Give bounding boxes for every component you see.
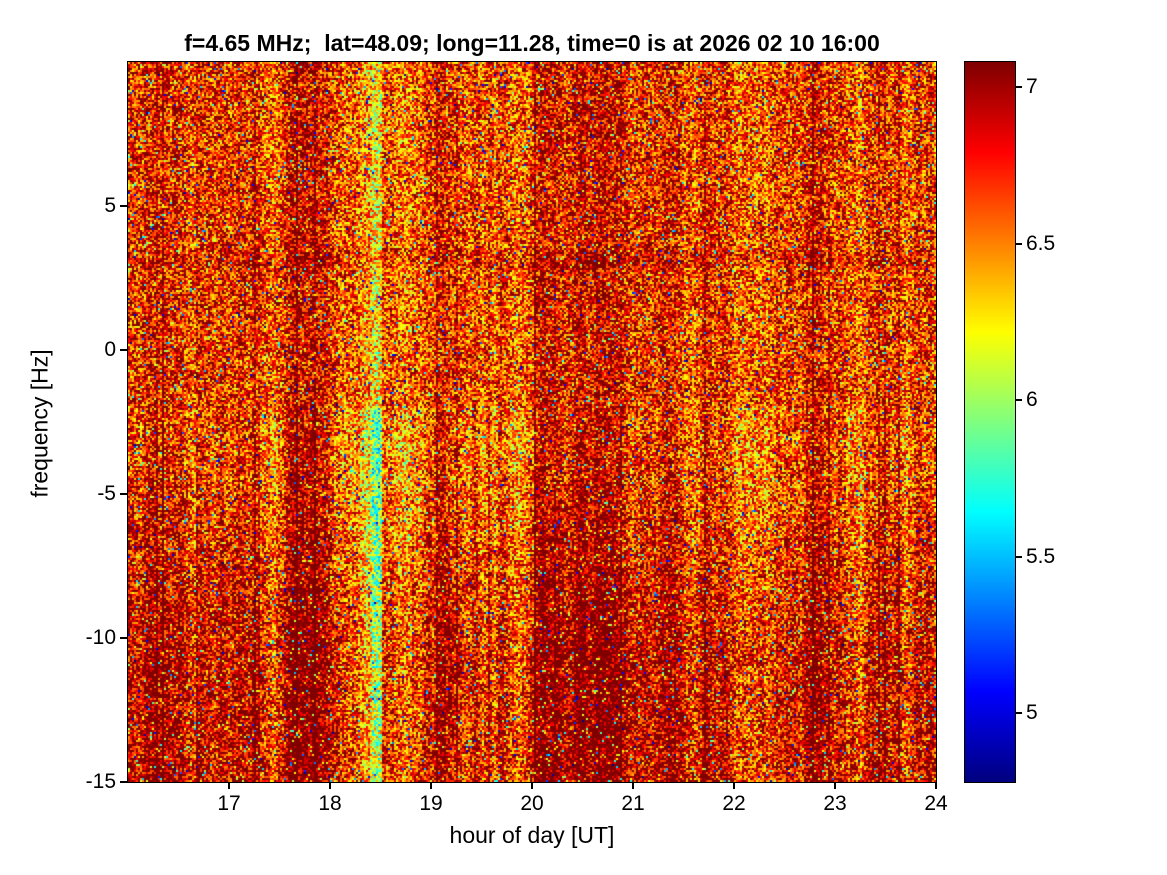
- colorbar: [964, 61, 1016, 783]
- y-tick-mark: [120, 349, 127, 351]
- x-tick-mark: [834, 782, 836, 789]
- x-tick-mark: [228, 782, 230, 789]
- x-tick-mark: [329, 782, 331, 789]
- x-tick-label: 18: [318, 792, 342, 815]
- y-tick-mark: [120, 781, 127, 783]
- y-tick-mark: [120, 637, 127, 639]
- colorbar-tick-label: 6: [1026, 388, 1038, 412]
- heatmap-canvas: [128, 62, 936, 782]
- y-tick-label: 0: [104, 338, 116, 361]
- x-tick-label: 23: [823, 792, 847, 815]
- colorbar-tick-label: 5: [1026, 701, 1038, 725]
- x-axis-label: hour of day [UT]: [449, 822, 615, 848]
- y-tick-label: -15: [85, 770, 116, 793]
- colorbar-tick-mark: [1016, 399, 1022, 402]
- x-tick-label: 20: [520, 792, 544, 815]
- x-tick-mark: [531, 782, 533, 789]
- y-tick-mark: [120, 205, 127, 207]
- y-tick-label: 5: [104, 194, 116, 217]
- x-tick-label: 19: [419, 792, 443, 815]
- x-tick-label: 22: [722, 792, 746, 815]
- x-tick-mark: [733, 782, 735, 789]
- colorbar-gradient: [965, 62, 1015, 782]
- y-tick-label: -5: [97, 482, 116, 505]
- x-tick-label: 24: [924, 792, 948, 815]
- x-tick-label: 17: [217, 792, 241, 815]
- y-tick-label: -10: [85, 626, 116, 649]
- colorbar-tick-mark: [1016, 86, 1022, 89]
- plot-title: f=4.65 MHz; lat=48.09; long=11.28, time=…: [184, 30, 880, 56]
- colorbar-tick-label: 5.5: [1026, 544, 1056, 568]
- colorbar-tick-mark: [1016, 712, 1022, 715]
- x-tick-mark: [430, 782, 432, 789]
- colorbar-tick-label: 7: [1026, 75, 1038, 99]
- heatmap-plot-area: [127, 61, 937, 783]
- colorbar-tick-mark: [1016, 555, 1022, 558]
- y-tick-mark: [120, 493, 127, 495]
- colorbar-tick-label: 6.5: [1026, 231, 1056, 255]
- colorbar-tick-mark: [1016, 242, 1022, 245]
- y-axis-label: frequency [Hz]: [26, 349, 53, 498]
- x-tick-mark: [935, 782, 937, 789]
- x-tick-label: 21: [621, 792, 645, 815]
- x-tick-mark: [632, 782, 634, 789]
